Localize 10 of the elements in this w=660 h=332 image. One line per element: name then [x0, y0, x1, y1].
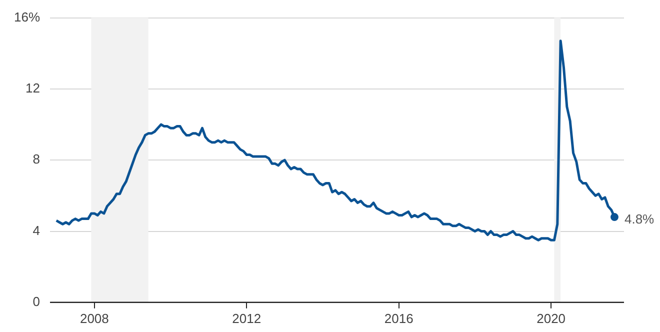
y-tick-label: 16%	[14, 9, 40, 24]
annotation: 4.8%	[624, 212, 655, 227]
x-tick-label: 2012	[232, 310, 262, 326]
y-tick-label: 4	[32, 222, 40, 238]
x-tick-label: 2016	[384, 310, 414, 326]
y-tick-label: 0	[32, 294, 40, 309]
y-tick-label: 8	[32, 152, 40, 167]
y-tick-label: 12	[26, 80, 40, 96]
x-tick-label: 2020	[536, 310, 566, 326]
x-tick-label: 2008	[80, 310, 109, 326]
